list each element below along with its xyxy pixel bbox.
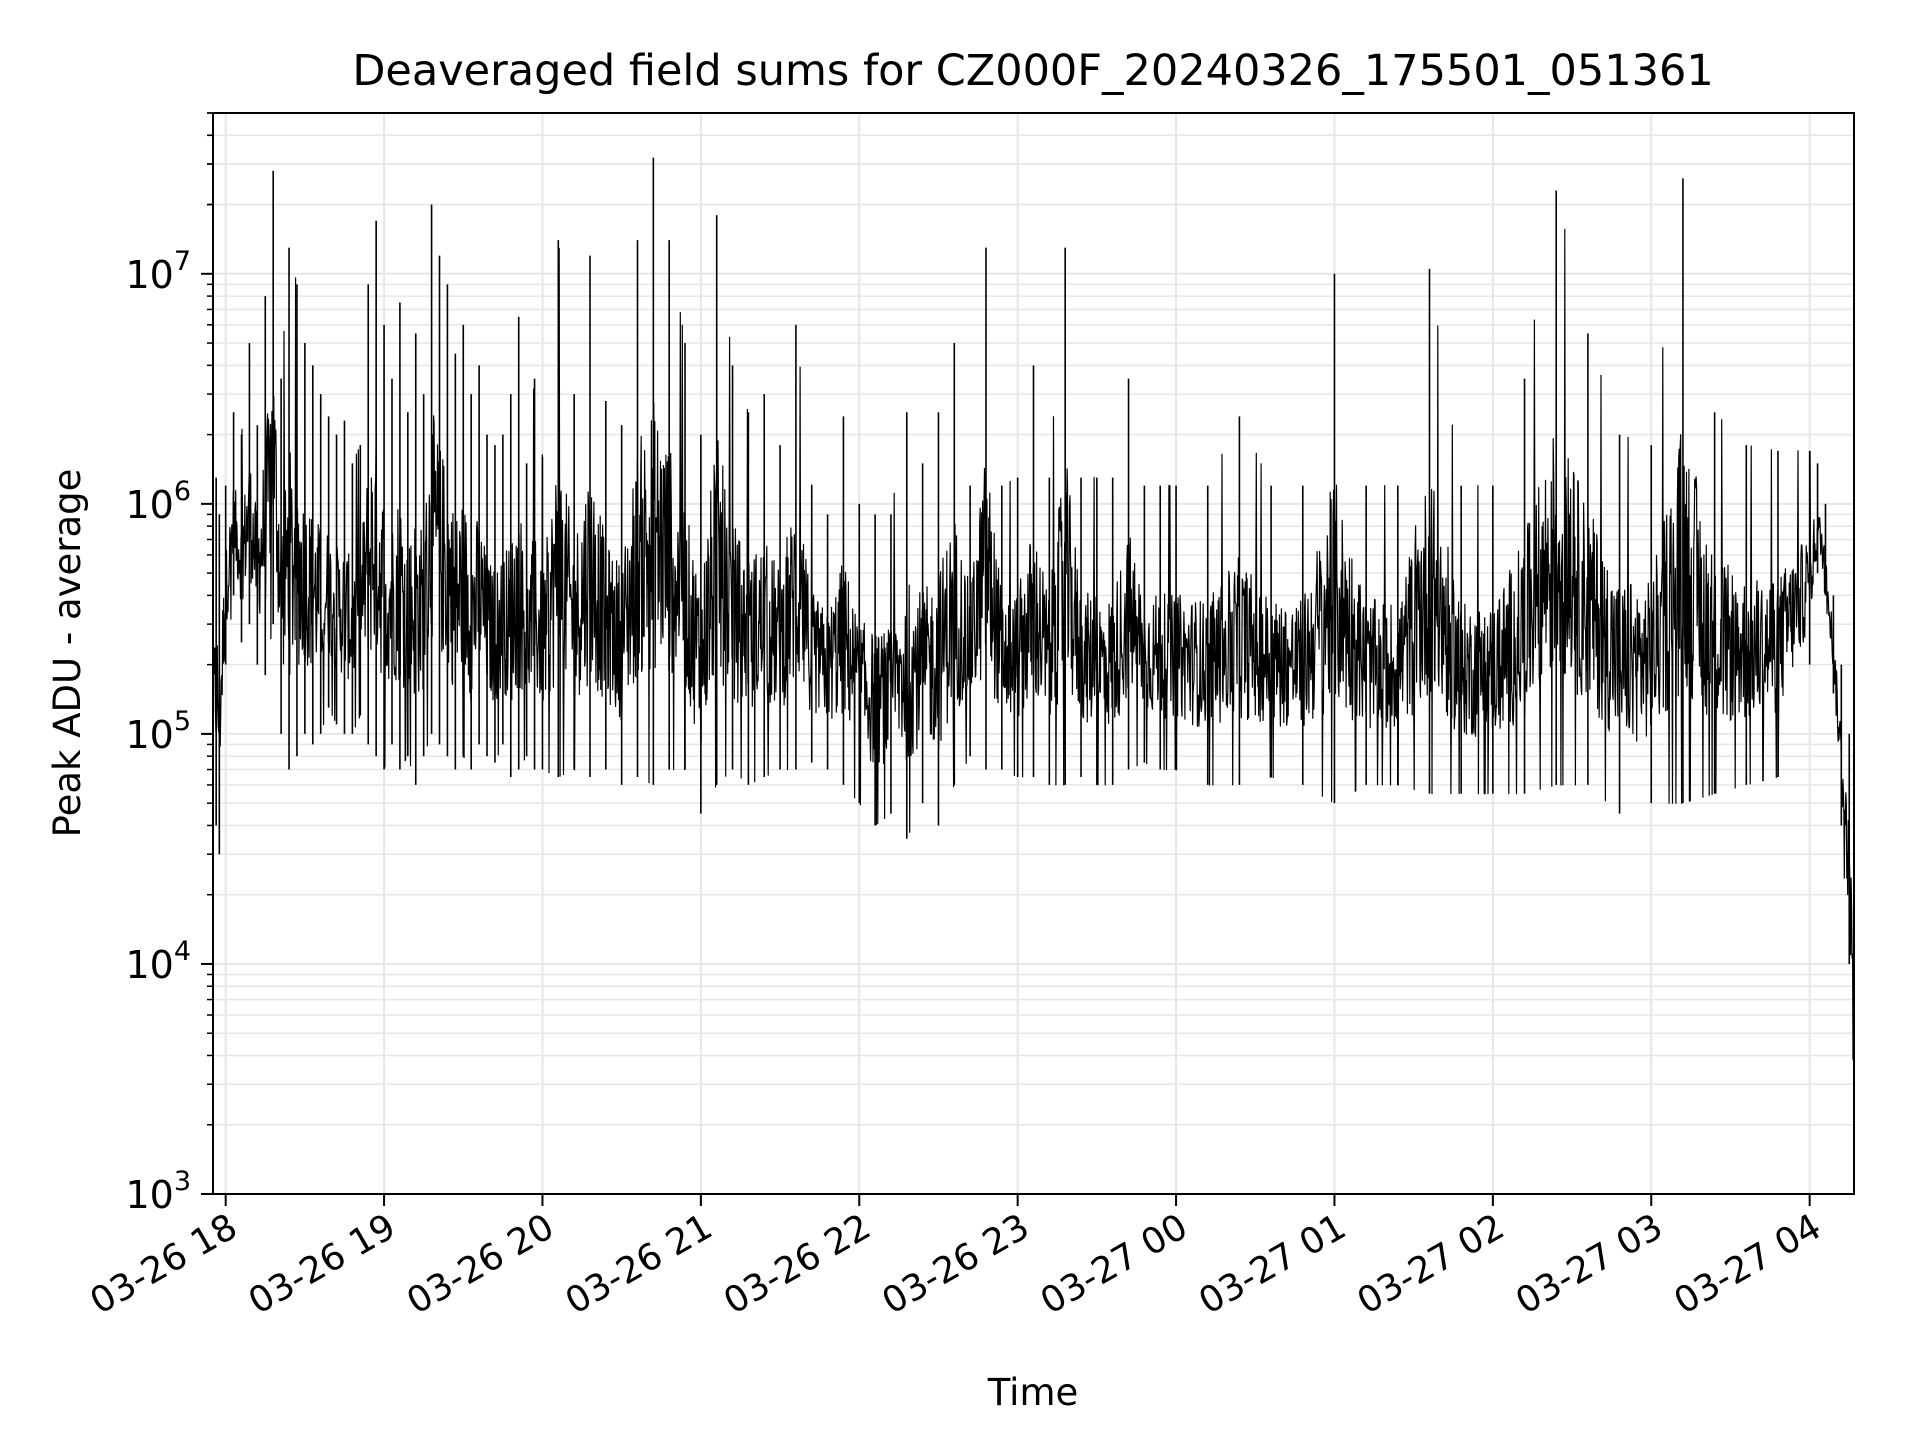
y-tick-exponent: 4 — [174, 936, 191, 967]
y-tick-exponent: 6 — [174, 476, 191, 507]
y-tick-label: 107 — [125, 246, 191, 297]
y-tick-label: 104 — [125, 936, 191, 987]
y-tick-label: 103 — [125, 1166, 191, 1217]
y-tick-base: 10 — [125, 253, 173, 297]
y-tick-exponent: 7 — [174, 246, 191, 277]
y-tick-label: 105 — [125, 706, 191, 757]
y-axis-label: Peak ADU - average — [46, 469, 89, 838]
series-layer — [212, 157, 1855, 1085]
y-tick-exponent: 5 — [174, 706, 191, 737]
y-tick-exponent: 3 — [174, 1166, 191, 1197]
y-tick-label: 106 — [125, 476, 191, 527]
plot-area-frame — [212, 112, 1855, 1195]
chart-title: Deaveraged field sums for CZ000F_2024032… — [352, 46, 1713, 96]
y-tick-base: 10 — [125, 483, 173, 527]
y-tick-base: 10 — [125, 713, 173, 757]
y-tick-base: 10 — [125, 943, 173, 987]
y-tick-base: 10 — [125, 1173, 173, 1217]
x-axis-label: Time — [987, 1371, 1079, 1414]
